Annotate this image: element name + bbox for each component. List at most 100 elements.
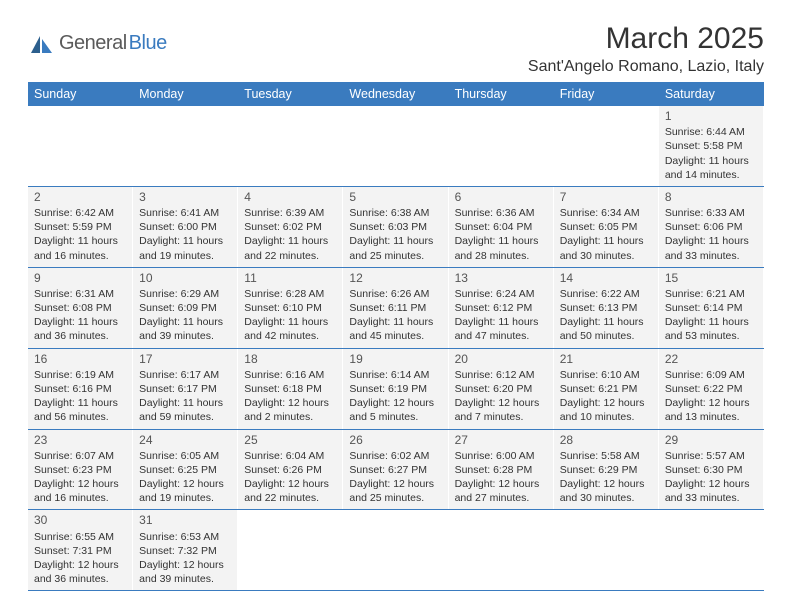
day-cell: 26Sunrise: 6:02 AMSunset: 6:27 PMDayligh…	[343, 430, 448, 510]
daylight-line: Daylight: 12 hours and 7 minutes.	[455, 396, 547, 424]
daylight-line: Daylight: 12 hours and 19 minutes.	[139, 477, 231, 505]
calendar: SundayMondayTuesdayWednesdayThursdayFrid…	[28, 82, 764, 591]
empty-cell	[238, 106, 343, 186]
day-cell: 8Sunrise: 6:33 AMSunset: 6:06 PMDaylight…	[659, 187, 764, 267]
day-number: 28	[560, 432, 652, 448]
weekday-header: Saturday	[659, 82, 764, 106]
day-number: 27	[455, 432, 547, 448]
sunset-line: Sunset: 5:58 PM	[665, 139, 757, 153]
daylight-line: Daylight: 11 hours and 36 minutes.	[34, 315, 126, 343]
day-number: 16	[34, 351, 126, 367]
day-number: 21	[560, 351, 652, 367]
day-cell: 25Sunrise: 6:04 AMSunset: 6:26 PMDayligh…	[238, 430, 343, 510]
weekday-header: Friday	[554, 82, 659, 106]
daylight-line: Daylight: 12 hours and 13 minutes.	[665, 396, 757, 424]
daylight-line: Daylight: 11 hours and 33 minutes.	[665, 234, 757, 262]
day-cell: 23Sunrise: 6:07 AMSunset: 6:23 PMDayligh…	[28, 430, 133, 510]
sunrise-line: Sunrise: 6:28 AM	[244, 287, 336, 301]
sunset-line: Sunset: 6:12 PM	[455, 301, 547, 315]
day-cell: 12Sunrise: 6:26 AMSunset: 6:11 PMDayligh…	[343, 268, 448, 348]
month-title: March 2025	[528, 22, 764, 56]
daylight-line: Daylight: 11 hours and 14 minutes.	[665, 154, 757, 182]
daylight-line: Daylight: 12 hours and 5 minutes.	[349, 396, 441, 424]
logo-icon	[28, 33, 54, 55]
sunrise-line: Sunrise: 6:55 AM	[34, 530, 126, 544]
sunset-line: Sunset: 6:14 PM	[665, 301, 757, 315]
day-cell: 14Sunrise: 6:22 AMSunset: 6:13 PMDayligh…	[554, 268, 659, 348]
sunset-line: Sunset: 6:04 PM	[455, 220, 547, 234]
sunset-line: Sunset: 6:18 PM	[244, 382, 336, 396]
day-number: 22	[665, 351, 757, 367]
sunset-line: Sunset: 6:05 PM	[560, 220, 652, 234]
sunset-line: Sunset: 6:11 PM	[349, 301, 441, 315]
daylight-line: Daylight: 12 hours and 2 minutes.	[244, 396, 336, 424]
day-cell: 15Sunrise: 6:21 AMSunset: 6:14 PMDayligh…	[659, 268, 764, 348]
daylight-line: Daylight: 12 hours and 30 minutes.	[560, 477, 652, 505]
empty-cell	[449, 510, 554, 590]
sunset-line: Sunset: 6:25 PM	[139, 463, 231, 477]
daylight-line: Daylight: 11 hours and 30 minutes.	[560, 234, 652, 262]
day-number: 18	[244, 351, 336, 367]
sunset-line: Sunset: 6:19 PM	[349, 382, 441, 396]
week-row: 9Sunrise: 6:31 AMSunset: 6:08 PMDaylight…	[28, 268, 764, 349]
sunrise-line: Sunrise: 6:17 AM	[139, 368, 231, 382]
sunset-line: Sunset: 6:20 PM	[455, 382, 547, 396]
daylight-line: Daylight: 12 hours and 25 minutes.	[349, 477, 441, 505]
sunrise-line: Sunrise: 6:00 AM	[455, 449, 547, 463]
daylight-line: Daylight: 12 hours and 16 minutes.	[34, 477, 126, 505]
sunset-line: Sunset: 6:06 PM	[665, 220, 757, 234]
sunset-line: Sunset: 6:00 PM	[139, 220, 231, 234]
sunrise-line: Sunrise: 6:09 AM	[665, 368, 757, 382]
weekday-header: Thursday	[449, 82, 554, 106]
daylight-line: Daylight: 11 hours and 28 minutes.	[455, 234, 547, 262]
daylight-line: Daylight: 11 hours and 56 minutes.	[34, 396, 126, 424]
sunset-line: Sunset: 7:32 PM	[139, 544, 231, 558]
week-row: 16Sunrise: 6:19 AMSunset: 6:16 PMDayligh…	[28, 349, 764, 430]
day-cell: 7Sunrise: 6:34 AMSunset: 6:05 PMDaylight…	[554, 187, 659, 267]
sunset-line: Sunset: 6:02 PM	[244, 220, 336, 234]
daylight-line: Daylight: 12 hours and 10 minutes.	[560, 396, 652, 424]
daylight-line: Daylight: 12 hours and 22 minutes.	[244, 477, 336, 505]
sunrise-line: Sunrise: 6:12 AM	[455, 368, 547, 382]
day-cell: 30Sunrise: 6:55 AMSunset: 7:31 PMDayligh…	[28, 510, 133, 590]
daylight-line: Daylight: 11 hours and 19 minutes.	[139, 234, 231, 262]
daylight-line: Daylight: 11 hours and 45 minutes.	[349, 315, 441, 343]
weeks-grid: 1Sunrise: 6:44 AMSunset: 5:58 PMDaylight…	[28, 106, 764, 591]
weekday-header: Tuesday	[238, 82, 343, 106]
sunset-line: Sunset: 6:17 PM	[139, 382, 231, 396]
sunrise-line: Sunrise: 6:31 AM	[34, 287, 126, 301]
day-cell: 4Sunrise: 6:39 AMSunset: 6:02 PMDaylight…	[238, 187, 343, 267]
day-cell: 24Sunrise: 6:05 AMSunset: 6:25 PMDayligh…	[133, 430, 238, 510]
day-number: 26	[349, 432, 441, 448]
sunrise-line: Sunrise: 6:22 AM	[560, 287, 652, 301]
day-number: 2	[34, 189, 126, 205]
sunrise-line: Sunrise: 6:41 AM	[139, 206, 231, 220]
day-number: 17	[139, 351, 231, 367]
sunrise-line: Sunrise: 5:58 AM	[560, 449, 652, 463]
weekday-header: Monday	[133, 82, 238, 106]
sunset-line: Sunset: 6:28 PM	[455, 463, 547, 477]
day-number: 31	[139, 512, 231, 528]
day-cell: 17Sunrise: 6:17 AMSunset: 6:17 PMDayligh…	[133, 349, 238, 429]
sunrise-line: Sunrise: 6:14 AM	[349, 368, 441, 382]
day-cell: 27Sunrise: 6:00 AMSunset: 6:28 PMDayligh…	[449, 430, 554, 510]
daylight-line: Daylight: 12 hours and 27 minutes.	[455, 477, 547, 505]
daylight-line: Daylight: 11 hours and 22 minutes.	[244, 234, 336, 262]
logo: GeneralBlue	[28, 22, 167, 55]
sunrise-line: Sunrise: 6:02 AM	[349, 449, 441, 463]
day-cell: 9Sunrise: 6:31 AMSunset: 6:08 PMDaylight…	[28, 268, 133, 348]
day-cell: 22Sunrise: 6:09 AMSunset: 6:22 PMDayligh…	[659, 349, 764, 429]
sunrise-line: Sunrise: 6:42 AM	[34, 206, 126, 220]
sunrise-line: Sunrise: 6:05 AM	[139, 449, 231, 463]
sunrise-line: Sunrise: 6:16 AM	[244, 368, 336, 382]
day-cell: 16Sunrise: 6:19 AMSunset: 6:16 PMDayligh…	[28, 349, 133, 429]
sunset-line: Sunset: 6:26 PM	[244, 463, 336, 477]
sunset-line: Sunset: 6:27 PM	[349, 463, 441, 477]
day-number: 3	[139, 189, 231, 205]
sunrise-line: Sunrise: 6:39 AM	[244, 206, 336, 220]
day-cell: 5Sunrise: 6:38 AMSunset: 6:03 PMDaylight…	[343, 187, 448, 267]
empty-cell	[449, 106, 554, 186]
day-number: 14	[560, 270, 652, 286]
sunrise-line: Sunrise: 6:21 AM	[665, 287, 757, 301]
sunrise-line: Sunrise: 5:57 AM	[665, 449, 757, 463]
